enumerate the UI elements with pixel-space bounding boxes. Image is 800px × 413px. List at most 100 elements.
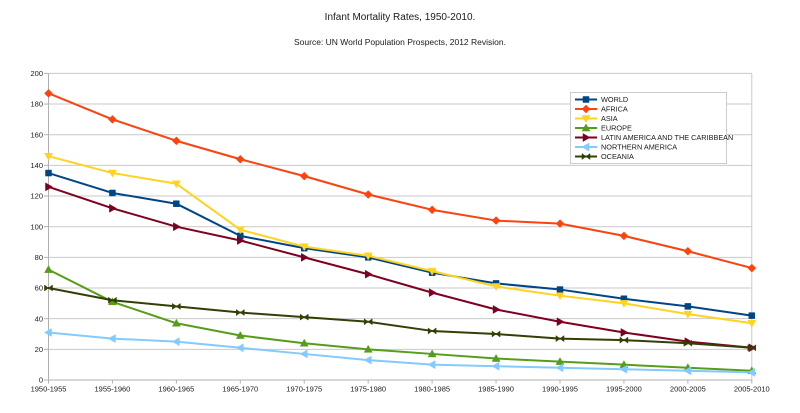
data-point-marker [299,313,309,321]
series-lines [43,88,757,377]
legend-marker-bowtie-icon [581,153,591,160]
data-point-marker [491,330,501,338]
data-point-marker [235,226,245,235]
x-axis-label: 1975-1980 [350,385,386,394]
data-point-marker [44,284,53,292]
data-point-marker [620,328,629,337]
x-axis-label: 1995-2000 [606,385,642,394]
data-point-marker [556,286,564,293]
data-point-marker [683,339,693,347]
legend-marker-square-icon [582,96,590,103]
legend-label: EUROPE [601,124,632,133]
data-point-marker [299,338,309,347]
data-point-marker [619,300,629,308]
y-axis-label: 40 [35,314,43,323]
y-axis-label: 80 [35,253,43,262]
data-point-marker [491,283,501,291]
x-axis-label: 2000-2005 [670,385,706,394]
y-axis-label: 100 [30,222,43,231]
data-point-marker [427,267,437,276]
data-point-marker [427,360,436,370]
x-axis-label: 1955-1960 [94,385,130,394]
legend-item-asia: ASIA [575,114,618,123]
data-point-marker [747,344,757,352]
data-point-marker [363,190,373,199]
data-point-marker [619,364,628,374]
y-axis-labels: 0 20 40 60 80 100 120 140 160 180 200 [30,69,43,385]
legend-item-oceania: OCEANIA [575,152,634,161]
data-point-marker [108,296,117,304]
data-point-marker [172,136,181,146]
series-line-africa [47,92,753,270]
data-point-marker [555,292,565,301]
data-point-marker [684,303,692,310]
legend-item-europe: EUROPE [575,123,632,133]
y-axis-label: 160 [30,130,43,139]
data-point-marker [491,361,500,371]
x-axis-label: 1960-1965 [158,385,194,394]
data-point-marker [748,312,756,319]
series-northern-america [43,328,756,377]
data-point-marker [171,180,181,189]
x-axis-label: 1985-1990 [478,385,514,394]
x-axis-label: 1990-1995 [542,385,578,394]
data-point-marker [619,336,629,344]
chart-subtitle: Source: UN World Population Prospects, 2… [294,37,506,47]
data-point-marker [683,246,693,256]
legend-marker-arrow-up-icon [581,123,591,132]
data-point-marker [555,363,564,373]
data-point-marker [619,231,629,241]
data-point-marker [235,154,245,164]
data-point-marker [45,169,52,177]
data-point-marker [683,310,693,319]
data-point-marker [108,169,117,178]
legend-item-northern-america: NORTHERN AMERICA [575,142,677,152]
data-point-marker [108,115,117,124]
data-point-marker [109,203,117,213]
data-point-marker [173,200,180,207]
x-axis-label: 1980-1985 [414,385,450,394]
legend-item-latin-america-and-the-caribbean: LATIN AMERICA AND THE CARIBBEAN [575,133,733,142]
data-point-marker [107,334,116,344]
series-world [45,169,756,319]
x-axis-labels: 1950-1955 1955-1960 1960-1965 1965-1970 1970… [31,385,770,394]
legend-marker-arrow-left-icon [581,142,590,152]
data-point-marker [299,349,308,359]
series-line-latin-america-and-the-caribbean [47,185,753,349]
y-axis-label: 180 [30,100,43,109]
data-point-marker [43,328,52,337]
data-point-marker [237,236,245,245]
data-point-marker [427,349,437,358]
data-point-marker [427,327,437,335]
data-point-marker [747,263,757,273]
data-point-marker [556,317,565,327]
data-point-marker [364,269,373,279]
series-line-oceania [47,287,753,349]
data-point-marker [44,88,53,98]
legend-label: WORLD [601,95,628,104]
data-point-marker [236,309,245,317]
data-point-marker [363,355,372,365]
y-axis-label: 200 [30,69,43,78]
y-axis-label: 120 [30,192,43,201]
series-line-northern-america [47,331,753,374]
data-point-marker [173,222,181,232]
data-point-marker [427,205,437,215]
data-point-marker [555,219,565,228]
data-point-marker [44,152,53,161]
legend-label: NORTHERN AMERICA [601,143,677,152]
data-point-marker [492,305,501,314]
data-point-marker [683,366,692,376]
series-oceania [44,284,757,352]
data-point-marker [491,354,501,362]
y-axis-label: 0 [39,376,43,385]
data-point-marker [299,243,309,252]
data-point-marker [109,189,116,197]
data-point-marker [363,318,373,326]
axes [44,72,753,384]
data-point-marker [363,344,373,353]
data-point-marker [491,216,501,225]
